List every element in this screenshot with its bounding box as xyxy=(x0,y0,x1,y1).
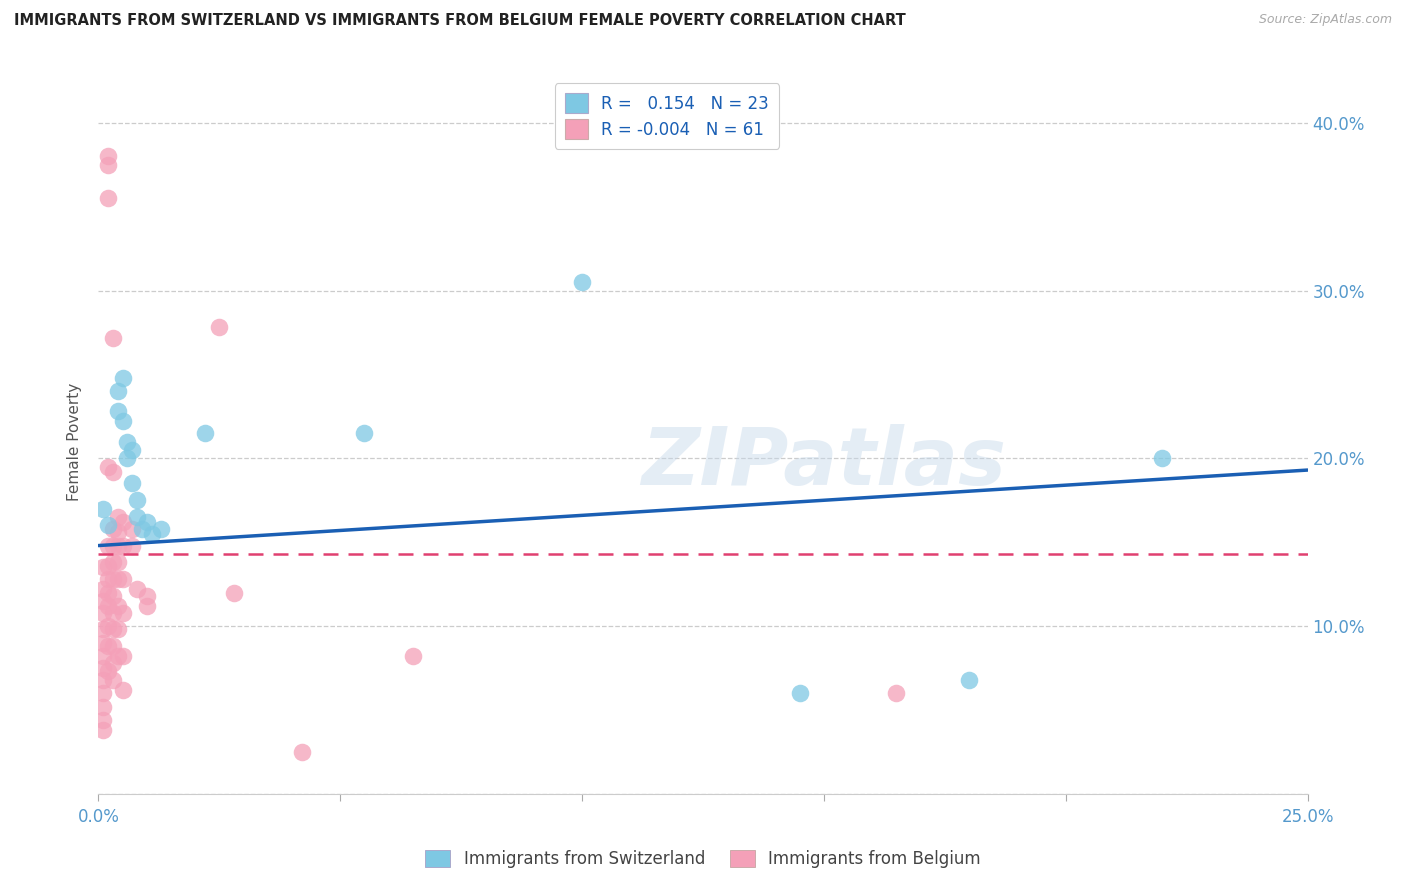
Point xyxy=(101,673,124,687)
Point xyxy=(402,649,425,664)
Point xyxy=(131,522,153,536)
Text: IMMIGRANTS FROM SWITZERLAND VS IMMIGRANTS FROM BELGIUM FEMALE POVERTY CORRELATIO: IMMIGRANTS FROM SWITZERLAND VS IMMIGRANT… xyxy=(14,13,905,29)
Point xyxy=(101,522,124,536)
Point xyxy=(101,330,124,344)
Point xyxy=(789,686,811,700)
Point xyxy=(107,384,129,399)
Point xyxy=(91,582,114,597)
Point xyxy=(91,723,114,738)
Point xyxy=(150,522,173,536)
Point xyxy=(97,585,120,599)
Point xyxy=(107,623,129,637)
Point xyxy=(127,510,149,524)
Point xyxy=(107,649,129,664)
Point xyxy=(127,493,149,508)
Point xyxy=(111,371,134,385)
Point xyxy=(111,515,134,529)
Point xyxy=(97,572,120,586)
Text: ZIPatlas: ZIPatlas xyxy=(641,424,1007,501)
Point xyxy=(97,619,120,633)
Point xyxy=(91,594,114,608)
Point xyxy=(117,434,139,449)
Point xyxy=(97,665,120,679)
Point xyxy=(127,582,149,597)
Point xyxy=(97,459,120,474)
Point xyxy=(121,476,143,491)
Point xyxy=(957,673,980,687)
Point xyxy=(107,539,129,553)
Point xyxy=(111,606,134,620)
Point xyxy=(353,426,375,441)
Point xyxy=(97,158,120,172)
Point xyxy=(91,560,114,574)
Point xyxy=(91,623,114,637)
Point xyxy=(91,699,114,714)
Point xyxy=(101,555,124,569)
Point xyxy=(107,404,129,418)
Point xyxy=(97,599,120,613)
Point xyxy=(111,572,134,586)
Legend: R =   0.154   N = 23, R = -0.004   N = 61: R = 0.154 N = 23, R = -0.004 N = 61 xyxy=(554,84,779,149)
Point xyxy=(101,606,124,620)
Point xyxy=(107,599,129,613)
Point xyxy=(107,510,129,524)
Point xyxy=(194,426,217,441)
Point xyxy=(107,525,129,540)
Point xyxy=(886,686,908,700)
Point xyxy=(135,515,157,529)
Point xyxy=(117,451,139,466)
Point xyxy=(135,599,157,613)
Point xyxy=(91,686,114,700)
Point xyxy=(97,558,120,573)
Point xyxy=(91,673,114,687)
Y-axis label: Female Poverty: Female Poverty xyxy=(67,383,83,500)
Point xyxy=(107,572,129,586)
Point xyxy=(91,649,114,664)
Point xyxy=(101,589,124,603)
Point xyxy=(97,149,120,163)
Point xyxy=(91,661,114,675)
Point xyxy=(101,465,124,479)
Point xyxy=(97,191,120,205)
Point xyxy=(101,639,124,653)
Legend: Immigrants from Switzerland, Immigrants from Belgium: Immigrants from Switzerland, Immigrants … xyxy=(419,843,987,875)
Point xyxy=(101,623,124,637)
Point xyxy=(97,639,120,653)
Point xyxy=(91,636,114,650)
Point xyxy=(141,526,163,541)
Point xyxy=(111,649,134,664)
Point xyxy=(571,275,593,289)
Point xyxy=(111,682,134,697)
Text: Source: ZipAtlas.com: Source: ZipAtlas.com xyxy=(1258,13,1392,27)
Point xyxy=(1152,451,1174,466)
Point xyxy=(121,539,143,553)
Point xyxy=(91,606,114,620)
Point xyxy=(111,539,134,553)
Point xyxy=(91,501,114,516)
Point xyxy=(121,442,143,457)
Point xyxy=(91,713,114,727)
Point xyxy=(121,522,143,536)
Point xyxy=(101,656,124,670)
Point xyxy=(222,585,245,599)
Point xyxy=(97,539,120,553)
Point xyxy=(97,518,120,533)
Point xyxy=(101,539,124,553)
Point xyxy=(290,745,312,759)
Point xyxy=(101,572,124,586)
Point xyxy=(111,414,134,428)
Point xyxy=(208,320,231,334)
Point xyxy=(135,589,157,603)
Point xyxy=(107,555,129,569)
